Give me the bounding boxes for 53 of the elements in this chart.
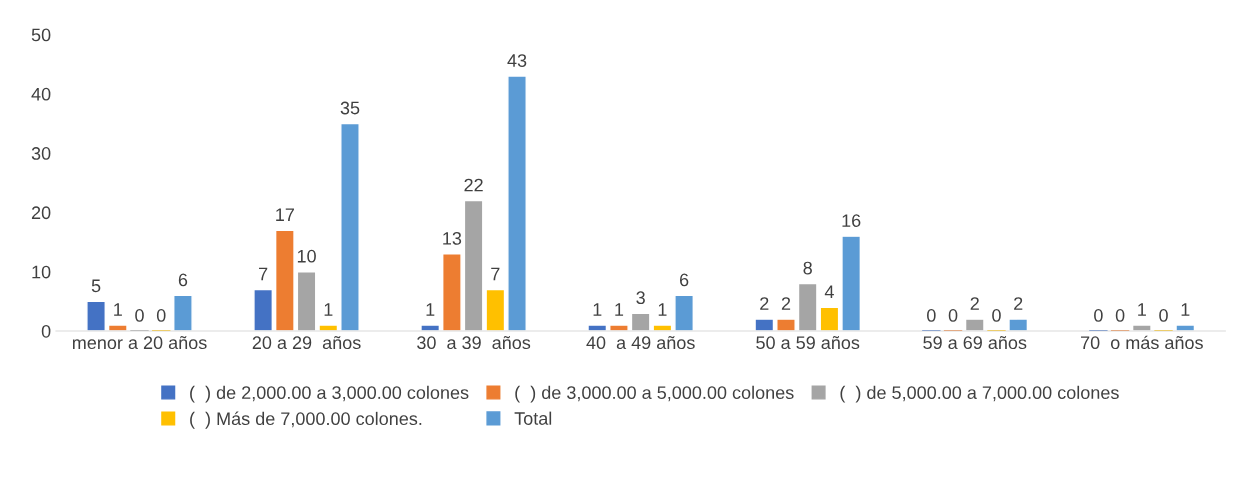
x-tick-label: 59 a 69 años <box>923 335 1027 350</box>
y-tick-label: 10 <box>32 265 51 279</box>
data-label: 0 <box>135 309 144 322</box>
data-label: 22 <box>464 178 483 192</box>
data-label: 2 <box>781 297 791 310</box>
data-label: 1 <box>1138 303 1146 316</box>
data-label: 0 <box>1094 309 1103 322</box>
data-label: 1 <box>426 303 435 316</box>
y-tick-label: 30 <box>31 147 51 160</box>
legend-label: ( ) de 3,000.00 a 5,000.00 colones <box>515 385 794 403</box>
data-label: 2 <box>970 297 979 310</box>
x-tick-label: 50 a 59 años <box>756 335 860 350</box>
data-label: 6 <box>178 273 188 287</box>
data-label: 1 <box>114 303 122 316</box>
legend-label: ( ) Más de 7,000.00 colones. <box>190 411 422 429</box>
data-label: 1 <box>658 303 667 316</box>
data-label: 1 <box>593 303 602 316</box>
data-label: 17 <box>276 208 294 221</box>
data-label: 7 <box>491 267 500 281</box>
data-label: 8 <box>803 261 812 275</box>
y-tick-label: 0 <box>41 324 51 338</box>
data-label: 6 <box>679 273 689 287</box>
data-label: 4 <box>824 285 834 298</box>
data-label: 1 <box>1181 303 1190 316</box>
y-tick-label: 40 <box>31 87 51 101</box>
legend-label: Total <box>514 411 552 425</box>
data-label: 1 <box>324 303 333 316</box>
x-tick-label: 30 a 39 años <box>417 335 531 350</box>
data-label: 0 <box>948 309 958 322</box>
x-tick-label: 40 a 49 años <box>586 335 695 350</box>
data-label: 2 <box>1014 297 1023 310</box>
data-label: 2 <box>760 297 769 310</box>
legend-label: ( ) de 5,000.00 a 7,000.00 colones <box>840 385 1119 403</box>
data-label: 0 <box>927 309 936 322</box>
data-label: 16 <box>842 214 861 228</box>
data-label: 5 <box>91 279 101 293</box>
data-label: 3 <box>636 291 645 305</box>
data-label: 0 <box>992 309 1001 322</box>
data-label: 0 <box>156 309 166 322</box>
data-label: 0 <box>1159 309 1168 322</box>
data-label: 43 <box>507 54 527 67</box>
y-tick-label: 20 <box>31 206 51 220</box>
data-label: 35 <box>340 101 360 115</box>
x-tick-label: 20 a 29 años <box>252 335 361 350</box>
legend-label: ( ) de 2,000.00 a 3,000.00 colones <box>190 385 469 403</box>
data-label: 13 <box>443 232 462 245</box>
x-tick-label: menor a 20 años <box>72 335 207 350</box>
data-label: 7 <box>259 267 268 281</box>
x-tick-label: 70 o más años <box>1081 335 1203 350</box>
data-label: 0 <box>1115 309 1125 322</box>
y-tick-label: 50 <box>31 28 51 42</box>
data-label: 1 <box>615 303 624 316</box>
data-label: 10 <box>297 249 316 263</box>
